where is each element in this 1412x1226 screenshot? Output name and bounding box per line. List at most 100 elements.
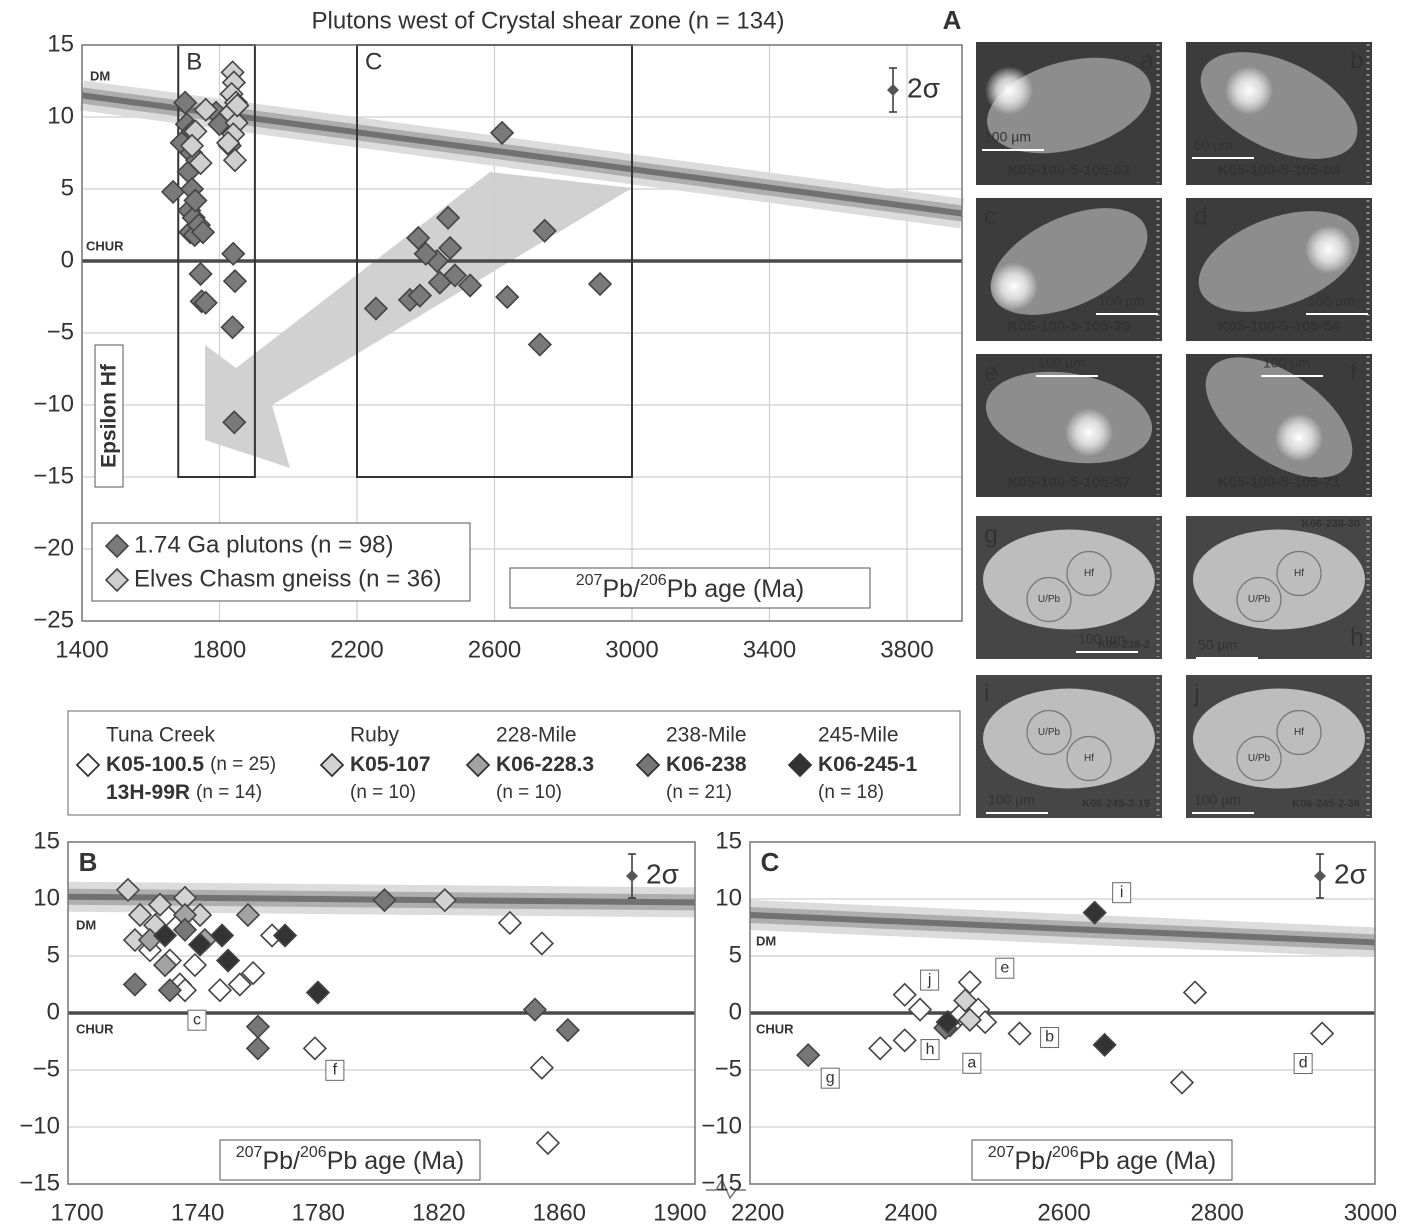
data-point xyxy=(217,950,239,972)
legend-sample: K05-100.5 xyxy=(106,753,204,776)
panel-letter: g xyxy=(984,521,998,549)
chur-label: CHUR xyxy=(86,238,124,253)
zircon-grain xyxy=(1193,689,1365,789)
figure: 151050−5−10−15−20−2514001800220026003000… xyxy=(0,0,1412,1226)
dm-label: DM xyxy=(90,68,110,83)
data-point xyxy=(124,974,146,996)
legend-site: 245-Mile xyxy=(818,724,899,747)
x-tick-label: 1800 xyxy=(193,636,246,663)
y-tick-label: 15 xyxy=(715,827,742,854)
spot-label: Hf xyxy=(1294,568,1304,579)
y-tick-label: 15 xyxy=(33,827,60,854)
legend-entry: K06-245-1 xyxy=(818,753,918,776)
scale-label: 100 µm xyxy=(984,129,1031,145)
panel-letter: c xyxy=(984,203,997,231)
x-tick-label: 2200 xyxy=(731,1199,784,1226)
data-point xyxy=(589,273,611,295)
y-tick-label: 0 xyxy=(61,246,74,273)
x-tick-label: 2600 xyxy=(468,636,521,663)
error-key-point xyxy=(887,84,899,96)
legend-count: (n = 25) xyxy=(210,754,276,775)
scale-label: 50 µm xyxy=(1198,637,1237,653)
panel-letter: d xyxy=(1194,203,1208,231)
scale-label: 100 µm xyxy=(1194,792,1241,808)
data-point xyxy=(531,1057,553,1079)
data-point xyxy=(537,1132,559,1154)
legend-label: 1.74 Ga plutons (n = 98) xyxy=(134,531,394,558)
panel-letter: i xyxy=(984,680,990,708)
x-axis-label-part: Pb age (Ma) xyxy=(667,575,805,603)
x-axis-label: 207Pb/206Pb age (Ma) xyxy=(576,572,805,602)
analysis-spot xyxy=(985,67,1033,115)
sample-id: K05-100-5-105-03 xyxy=(1008,162,1131,179)
panel-letter: a xyxy=(1140,47,1154,75)
y-tick-label: 10 xyxy=(715,884,742,911)
zircon-grain xyxy=(1193,530,1365,630)
legend-entry: 13H-99R(n = 14) xyxy=(106,781,262,804)
data-point xyxy=(496,286,518,308)
y-tick-label: −10 xyxy=(701,1112,742,1139)
y-tick-label: 0 xyxy=(729,998,742,1025)
legend-site: Tuna Creek xyxy=(106,724,215,747)
legend-entry: K06-238 xyxy=(666,753,747,776)
legend-site: Ruby xyxy=(350,724,400,747)
legend-count: (n = 10) xyxy=(496,782,562,803)
y-tick-label: −5 xyxy=(47,318,74,345)
chart-title: Plutons west of Crystal shear zone (n = … xyxy=(312,7,785,34)
y-tick-label: 15 xyxy=(47,30,74,57)
panel-label: B xyxy=(79,847,98,877)
x-axis-label-part: 207 xyxy=(576,572,603,589)
spot-label: U/Pb xyxy=(1248,753,1271,764)
data-point xyxy=(894,1029,916,1051)
x-tick-label: 3000 xyxy=(605,636,658,663)
error-key-point xyxy=(1314,870,1326,882)
scale-label: 100 µm xyxy=(1098,293,1145,309)
error-key-label: 2σ xyxy=(1334,858,1367,889)
legend-count: (n = 10) xyxy=(350,782,416,803)
data-point xyxy=(894,984,916,1006)
spot-label: U/Pb xyxy=(1038,727,1061,738)
scale-label: 100 µm xyxy=(988,792,1035,808)
x-tick-label: 1400 xyxy=(55,636,108,663)
y-tick-label: −10 xyxy=(33,390,74,417)
y-tick-label: 5 xyxy=(47,941,60,968)
panel-letter: h xyxy=(1350,624,1364,652)
x-tick-label: 1780 xyxy=(292,1199,345,1226)
y-tick-label: −25 xyxy=(33,606,74,633)
spot-label: U/Pb xyxy=(1038,594,1061,605)
data-point xyxy=(531,932,553,954)
data-point xyxy=(162,181,184,203)
y-tick-label: 10 xyxy=(47,102,74,129)
chur-label: CHUR xyxy=(76,1021,114,1036)
data-point xyxy=(184,954,206,976)
data-point xyxy=(1184,981,1206,1003)
y-tick-label: −15 xyxy=(33,462,74,489)
panel-letter: b xyxy=(1350,47,1364,75)
scale-label: 50 µm xyxy=(1194,137,1233,153)
x-axis-label-part: 206 xyxy=(640,572,667,589)
data-point xyxy=(211,924,233,946)
legend-sample: K06-228.3 xyxy=(496,753,594,776)
x-axis-label-part: 207 xyxy=(236,1144,263,1161)
x-tick-label: 1700 xyxy=(50,1199,103,1226)
annotation-label: i xyxy=(1120,884,1124,901)
error-key-label: 2σ xyxy=(907,72,940,103)
analysis-spot xyxy=(1275,414,1323,462)
zircon-grain xyxy=(983,689,1155,789)
y-tick-label: 10 xyxy=(33,884,60,911)
dm-label: DM xyxy=(756,933,776,948)
panel-letter: f xyxy=(1350,359,1357,387)
scale-label: 100 µm xyxy=(1263,355,1310,371)
data-point xyxy=(869,1037,891,1059)
data-point xyxy=(247,1016,269,1038)
legend-entry: K06-228.3 xyxy=(496,753,594,776)
panel-label: A xyxy=(943,5,962,35)
x-tick-label: 1900 xyxy=(653,1199,706,1226)
x-axis-label-part: 206 xyxy=(300,1144,327,1161)
legend-sample: K06-245-1 xyxy=(818,753,918,776)
data-point xyxy=(959,971,981,993)
y-tick-label: 5 xyxy=(61,174,74,201)
data-point xyxy=(274,924,296,946)
y-tick-label: −5 xyxy=(715,1055,742,1082)
legend-site: 228-Mile xyxy=(496,724,577,747)
